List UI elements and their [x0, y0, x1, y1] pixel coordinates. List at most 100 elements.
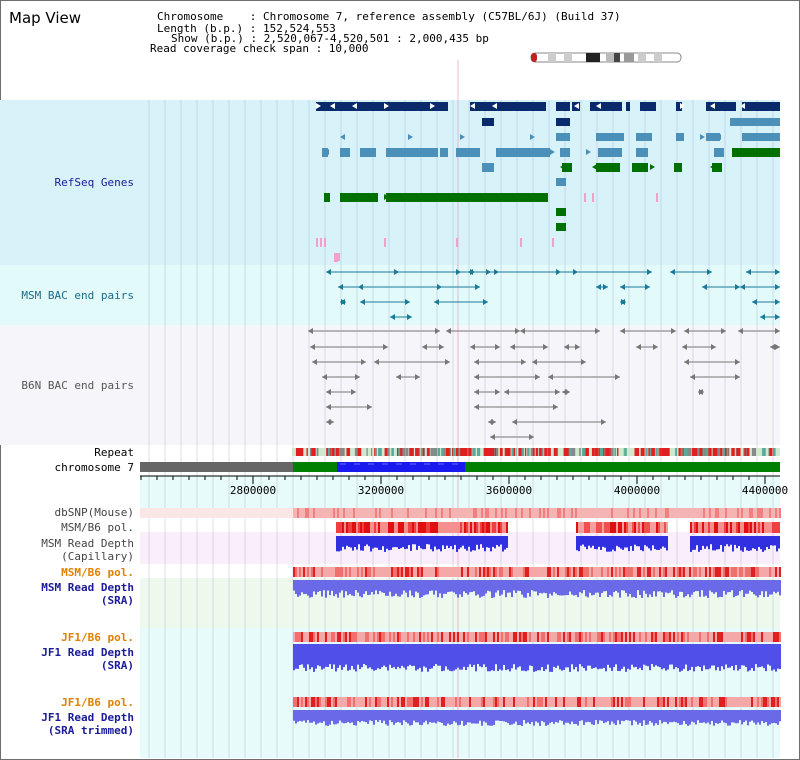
jf1-pol-trim-density: [389, 697, 391, 707]
jf1-read-depth-sra: [627, 644, 629, 669]
chromosome-ideogram[interactable]: [528, 52, 684, 64]
repeat-label: Repeat: [94, 446, 134, 459]
jf1-pol-trim-density: [697, 697, 699, 707]
jf1-pol-trim-density: [487, 697, 489, 707]
feature-arrow: [738, 328, 743, 334]
dbsnp-density: [667, 508, 669, 518]
msm-read-depth-sra: [475, 580, 477, 596]
jf1-read-depth-sra: [417, 644, 419, 670]
msm-pol-sra-density: [619, 567, 621, 577]
feature-arrow: [475, 284, 480, 290]
msm-read-depth-capillary: [458, 536, 460, 550]
dbsnp-density: [647, 508, 649, 518]
jf1-read-depth-trim: [351, 710, 353, 723]
dbsnp-density: [517, 508, 519, 518]
repeat-element: [762, 448, 764, 456]
dbsnp-density: [569, 508, 571, 518]
dbsnp-density: [515, 508, 517, 518]
msm-read-depth-sra: [777, 580, 779, 592]
msm-pol-density: [768, 522, 770, 533]
feature-arrow: [710, 103, 715, 109]
msm-read-depth-capillary: [578, 536, 580, 552]
dbsnp-density: [563, 508, 565, 518]
jf1-read-depth-sra: [623, 644, 625, 667]
msm-pol-density: [634, 522, 636, 533]
jf1-pol-trim-density: [619, 697, 621, 707]
msm-read-depth-sra: [685, 580, 687, 597]
msm-pol-sra-density: [425, 567, 427, 577]
jf1-read-depth-sra: [541, 644, 543, 668]
repeat-element: [524, 448, 527, 456]
msm-read-depth-capillary: [620, 536, 622, 549]
msm-pol-density: [476, 522, 478, 533]
msm-pol-sra-density: [343, 567, 345, 577]
jf1-pol-label: JF1/B6 pol.: [61, 631, 134, 644]
msm-read-depth-capillary: [380, 536, 382, 550]
jf1-read-depth-sra: [729, 644, 731, 668]
msm-pol-sra-density: [445, 567, 447, 577]
dbsnp-density: [601, 508, 603, 518]
msm-pol-sra-density: [357, 567, 359, 577]
msm-read-depth-sra: [723, 580, 725, 591]
jf1-read-depth-sra: [327, 644, 329, 667]
jf1-read-depth-sra: [513, 644, 515, 665]
jf1-read-depth-sra: [319, 644, 321, 667]
dbsnp-density: [779, 508, 781, 518]
dbsnp-density: [623, 508, 625, 518]
msm-read-depth-capillary: [598, 536, 600, 547]
jf1-read-depth-trim: [619, 710, 621, 725]
jf1-pol-density: [405, 632, 407, 642]
jf1-read-depth-trim: [635, 710, 637, 722]
dbsnp-density: [703, 508, 705, 518]
msm-read-depth-sra: [709, 580, 711, 591]
jf1-pol-density: [703, 632, 705, 642]
msm-pol-density: [434, 522, 436, 533]
jf1-read-depth-sra: [497, 644, 499, 672]
jf1-read-depth-trim: [591, 710, 593, 725]
repeat-element: [434, 448, 438, 456]
msm-read-depth-capillary: [504, 536, 506, 550]
jf1-read-depth-sra: [419, 644, 421, 668]
repeat-element: [625, 448, 627, 456]
jf1-pol-density: [523, 632, 525, 642]
msm-pol-sra-density: [301, 567, 303, 577]
jf1-read-depth-trim: [371, 710, 373, 722]
feature-arrow: [474, 389, 479, 395]
msm-read-depth-capillary: [344, 536, 346, 550]
jf1-pol-density: [699, 632, 701, 642]
msm-read-depth-sra: [633, 580, 635, 597]
jf1-pol-trim-density: [605, 697, 607, 707]
msm-read-depth-sra: [303, 580, 305, 595]
msm-read-depth-sra: [753, 580, 755, 595]
msm-read-depth-sra: [371, 580, 373, 593]
repeat-element: [402, 448, 406, 456]
jf1-pol-density: [735, 632, 737, 642]
jf1-pol-trim-density: [443, 697, 445, 707]
jf1-pol-density: [441, 632, 443, 642]
jf1-read-depth-trim: [293, 710, 295, 721]
repeat-element: [725, 448, 728, 456]
dbsnp-density: [431, 508, 433, 518]
tick-label: 3200000: [357, 484, 405, 497]
msm-pol-sra-density: [637, 567, 639, 577]
msm-pol-density: [484, 522, 486, 533]
jf1-pol-density: [689, 632, 691, 642]
feature-arrow: [553, 404, 558, 410]
jf1-read-depth-trim: [549, 710, 551, 724]
jf1-read-depth-sra: [739, 644, 741, 669]
dbsnp-density: [305, 508, 307, 518]
jf1-pol-density: [713, 632, 715, 642]
jf1-read-depth-trim: [375, 710, 377, 721]
dbsnp-density: [455, 508, 457, 518]
feature-arrow: [483, 299, 488, 305]
msm-pol-sra-density: [541, 567, 543, 577]
jf1-read-depth-sra: [411, 644, 413, 667]
jf1-read-depth-sra: [777, 644, 779, 669]
feature-arrow: [445, 359, 450, 365]
jf1-pol-trim-density: [415, 697, 417, 707]
dbsnp-density: [523, 508, 525, 518]
jf1-read-depth-trim: [395, 710, 397, 723]
dbsnp-density: [549, 508, 551, 518]
jf1-read-depth-trim: [451, 710, 453, 725]
